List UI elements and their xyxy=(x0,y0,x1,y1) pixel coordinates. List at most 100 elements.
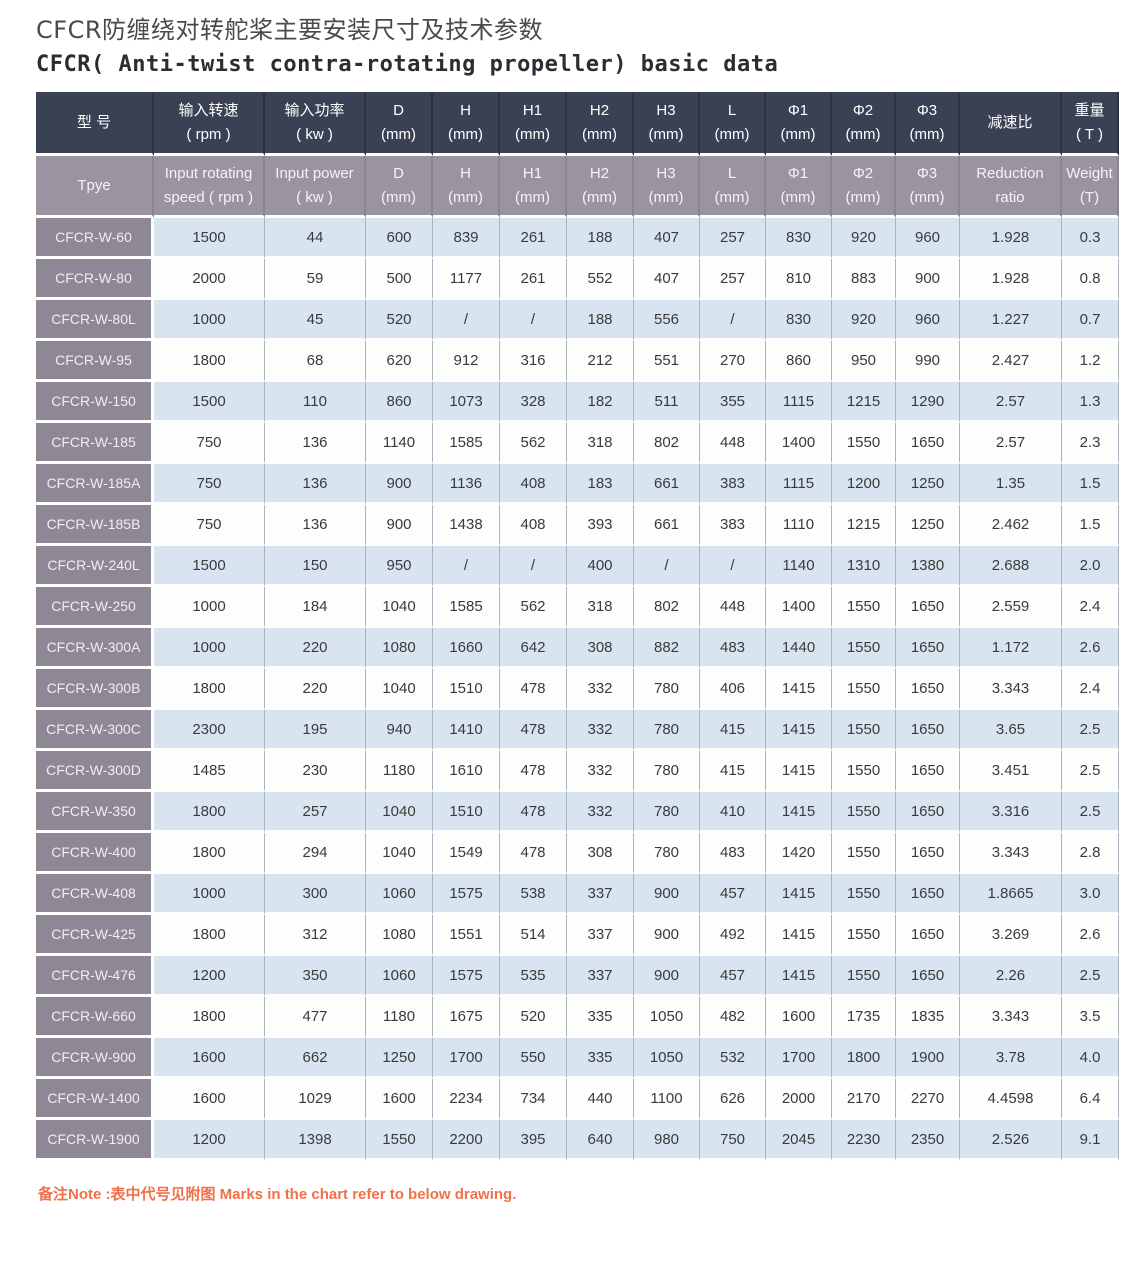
data-cell: 2000 xyxy=(766,1079,832,1120)
data-cell: 1415 xyxy=(766,792,832,833)
data-cell: 408 xyxy=(500,505,567,546)
row-type-cell: CFCR-W-240L xyxy=(36,546,154,587)
data-cell: 257 xyxy=(700,259,766,300)
data-cell: 1400 xyxy=(766,587,832,628)
data-cell: 483 xyxy=(700,833,766,874)
table-row: CFCR-W-80 2000 59 500 1177 261 552 407 257 810 883… xyxy=(36,259,1119,300)
data-cell: 802 xyxy=(634,587,700,628)
data-cell: 1136 xyxy=(433,464,500,505)
data-cell: 1575 xyxy=(433,956,500,997)
data-cell: 1485 xyxy=(154,751,265,792)
data-cell: 1050 xyxy=(634,1038,700,1079)
data-cell: 1.928 xyxy=(960,218,1062,259)
data-cell: 1.3 xyxy=(1062,382,1119,423)
datasheet-page: CFCR防缠绕对转舵桨主要安装尺寸及技术参数 CFCR( Anti-twist … xyxy=(36,16,1119,1203)
data-cell: 270 xyxy=(700,341,766,382)
data-cell: 1215 xyxy=(832,505,896,546)
data-cell: 220 xyxy=(265,628,366,669)
header-en-h3: H3 (mm) xyxy=(634,156,700,218)
header-line: H1 xyxy=(522,164,543,182)
data-cell: 59 xyxy=(265,259,366,300)
header-line: H xyxy=(460,164,471,182)
header-en-phi3: Φ3 (mm) xyxy=(896,156,960,218)
data-cell: 4.4598 xyxy=(960,1079,1062,1120)
data-cell: 136 xyxy=(265,464,366,505)
data-cell: 2300 xyxy=(154,710,265,751)
header-line: H3 xyxy=(656,101,676,119)
data-cell: 1650 xyxy=(896,587,960,628)
header-line: (mm) xyxy=(448,125,483,143)
data-cell: 1550 xyxy=(832,423,896,464)
data-cell: 2.3 xyxy=(1062,423,1119,464)
row-type-cell: CFCR-W-80L xyxy=(36,300,154,341)
data-cell: 1250 xyxy=(896,464,960,505)
row-type-cell: CFCR-W-425 xyxy=(36,915,154,956)
data-cell: 1000 xyxy=(154,628,265,669)
data-cell: 3.269 xyxy=(960,915,1062,956)
table-row: CFCR-W-60 1500 44 600 839 261 188 407 257 830 920 9… xyxy=(36,218,1119,259)
data-cell: 1800 xyxy=(154,997,265,1038)
data-cell: 1550 xyxy=(832,628,896,669)
data-cell: 1800 xyxy=(154,792,265,833)
header-line: H2 xyxy=(589,101,610,119)
data-cell: 2.57 xyxy=(960,382,1062,423)
data-cell: 3.343 xyxy=(960,997,1062,1038)
data-cell: 9.1 xyxy=(1062,1120,1119,1161)
data-cell: 483 xyxy=(700,628,766,669)
data-cell: 2.5 xyxy=(1062,751,1119,792)
data-cell: 830 xyxy=(766,300,832,341)
header-line: (mm) xyxy=(381,125,416,143)
header-en-input-speed: Input rotating speed ( rpm ) xyxy=(154,156,265,218)
table-row: CFCR-W-476 1200 350 1060 1575 535 337 900 457 141… xyxy=(36,956,1119,997)
data-cell: 2.0 xyxy=(1062,546,1119,587)
page-title-chinese: CFCR防缠绕对转舵桨主要安装尺寸及技术参数 xyxy=(36,16,543,44)
data-cell: 110 xyxy=(265,382,366,423)
data-cell: 900 xyxy=(366,505,433,546)
data-cell: 661 xyxy=(634,505,700,546)
header-cn-h: H (mm) xyxy=(433,92,500,156)
footnote: 备注Note :表中代号见附图 Marks in the chart refer… xyxy=(38,1186,517,1203)
data-cell: / xyxy=(700,546,766,587)
data-cell: 136 xyxy=(265,505,366,546)
data-cell: 1500 xyxy=(154,218,265,259)
header-line: (mm) xyxy=(515,125,550,143)
header-en-l: L (mm) xyxy=(700,156,766,218)
data-cell: 220 xyxy=(265,669,366,710)
data-cell: 900 xyxy=(634,956,700,997)
header-row-cn: 型 号 输入转速 ( rpm ) 输入功率 ( kw ) D (mm) H (mm) H1 (mm)… xyxy=(36,92,1119,156)
data-cell: 562 xyxy=(500,423,567,464)
data-cell: 780 xyxy=(634,792,700,833)
data-cell: 514 xyxy=(500,915,567,956)
data-cell: 150 xyxy=(265,546,366,587)
table-row: CFCR-W-350 1800 257 1040 1510 478 332 780 410 141… xyxy=(36,792,1119,833)
data-cell: 335 xyxy=(567,997,634,1038)
data-cell: 1200 xyxy=(154,1120,265,1161)
header-line: Φ1 xyxy=(787,164,809,182)
row-type-cell: CFCR-W-660 xyxy=(36,997,154,1038)
data-cell: 316 xyxy=(500,341,567,382)
header-line: ratio xyxy=(995,188,1025,206)
data-cell: 1650 xyxy=(896,792,960,833)
data-cell: 1735 xyxy=(832,997,896,1038)
row-type-cell: CFCR-W-476 xyxy=(36,956,154,997)
data-cell: 1400 xyxy=(766,423,832,464)
header-line: (mm) xyxy=(648,125,684,143)
header-en-h: H (mm) xyxy=(433,156,500,218)
header-en-ratio: Reduction ratio xyxy=(960,156,1062,218)
header-line: L xyxy=(727,101,737,119)
data-cell: 1410 xyxy=(433,710,500,751)
data-cell: 860 xyxy=(766,341,832,382)
header-line: ( T ) xyxy=(1076,125,1103,143)
header-line: Tpye xyxy=(77,176,111,194)
data-cell: 3.65 xyxy=(960,710,1062,751)
header-line: (mm) xyxy=(909,188,945,206)
data-cell: 640 xyxy=(567,1120,634,1161)
data-cell: 882 xyxy=(634,628,700,669)
data-cell: 1650 xyxy=(896,751,960,792)
data-cell: 950 xyxy=(832,341,896,382)
data-cell: 0.8 xyxy=(1062,259,1119,300)
data-cell: 1215 xyxy=(832,382,896,423)
header-line: (mm) xyxy=(515,188,550,206)
data-cell: 308 xyxy=(567,833,634,874)
data-cell: 1800 xyxy=(154,915,265,956)
